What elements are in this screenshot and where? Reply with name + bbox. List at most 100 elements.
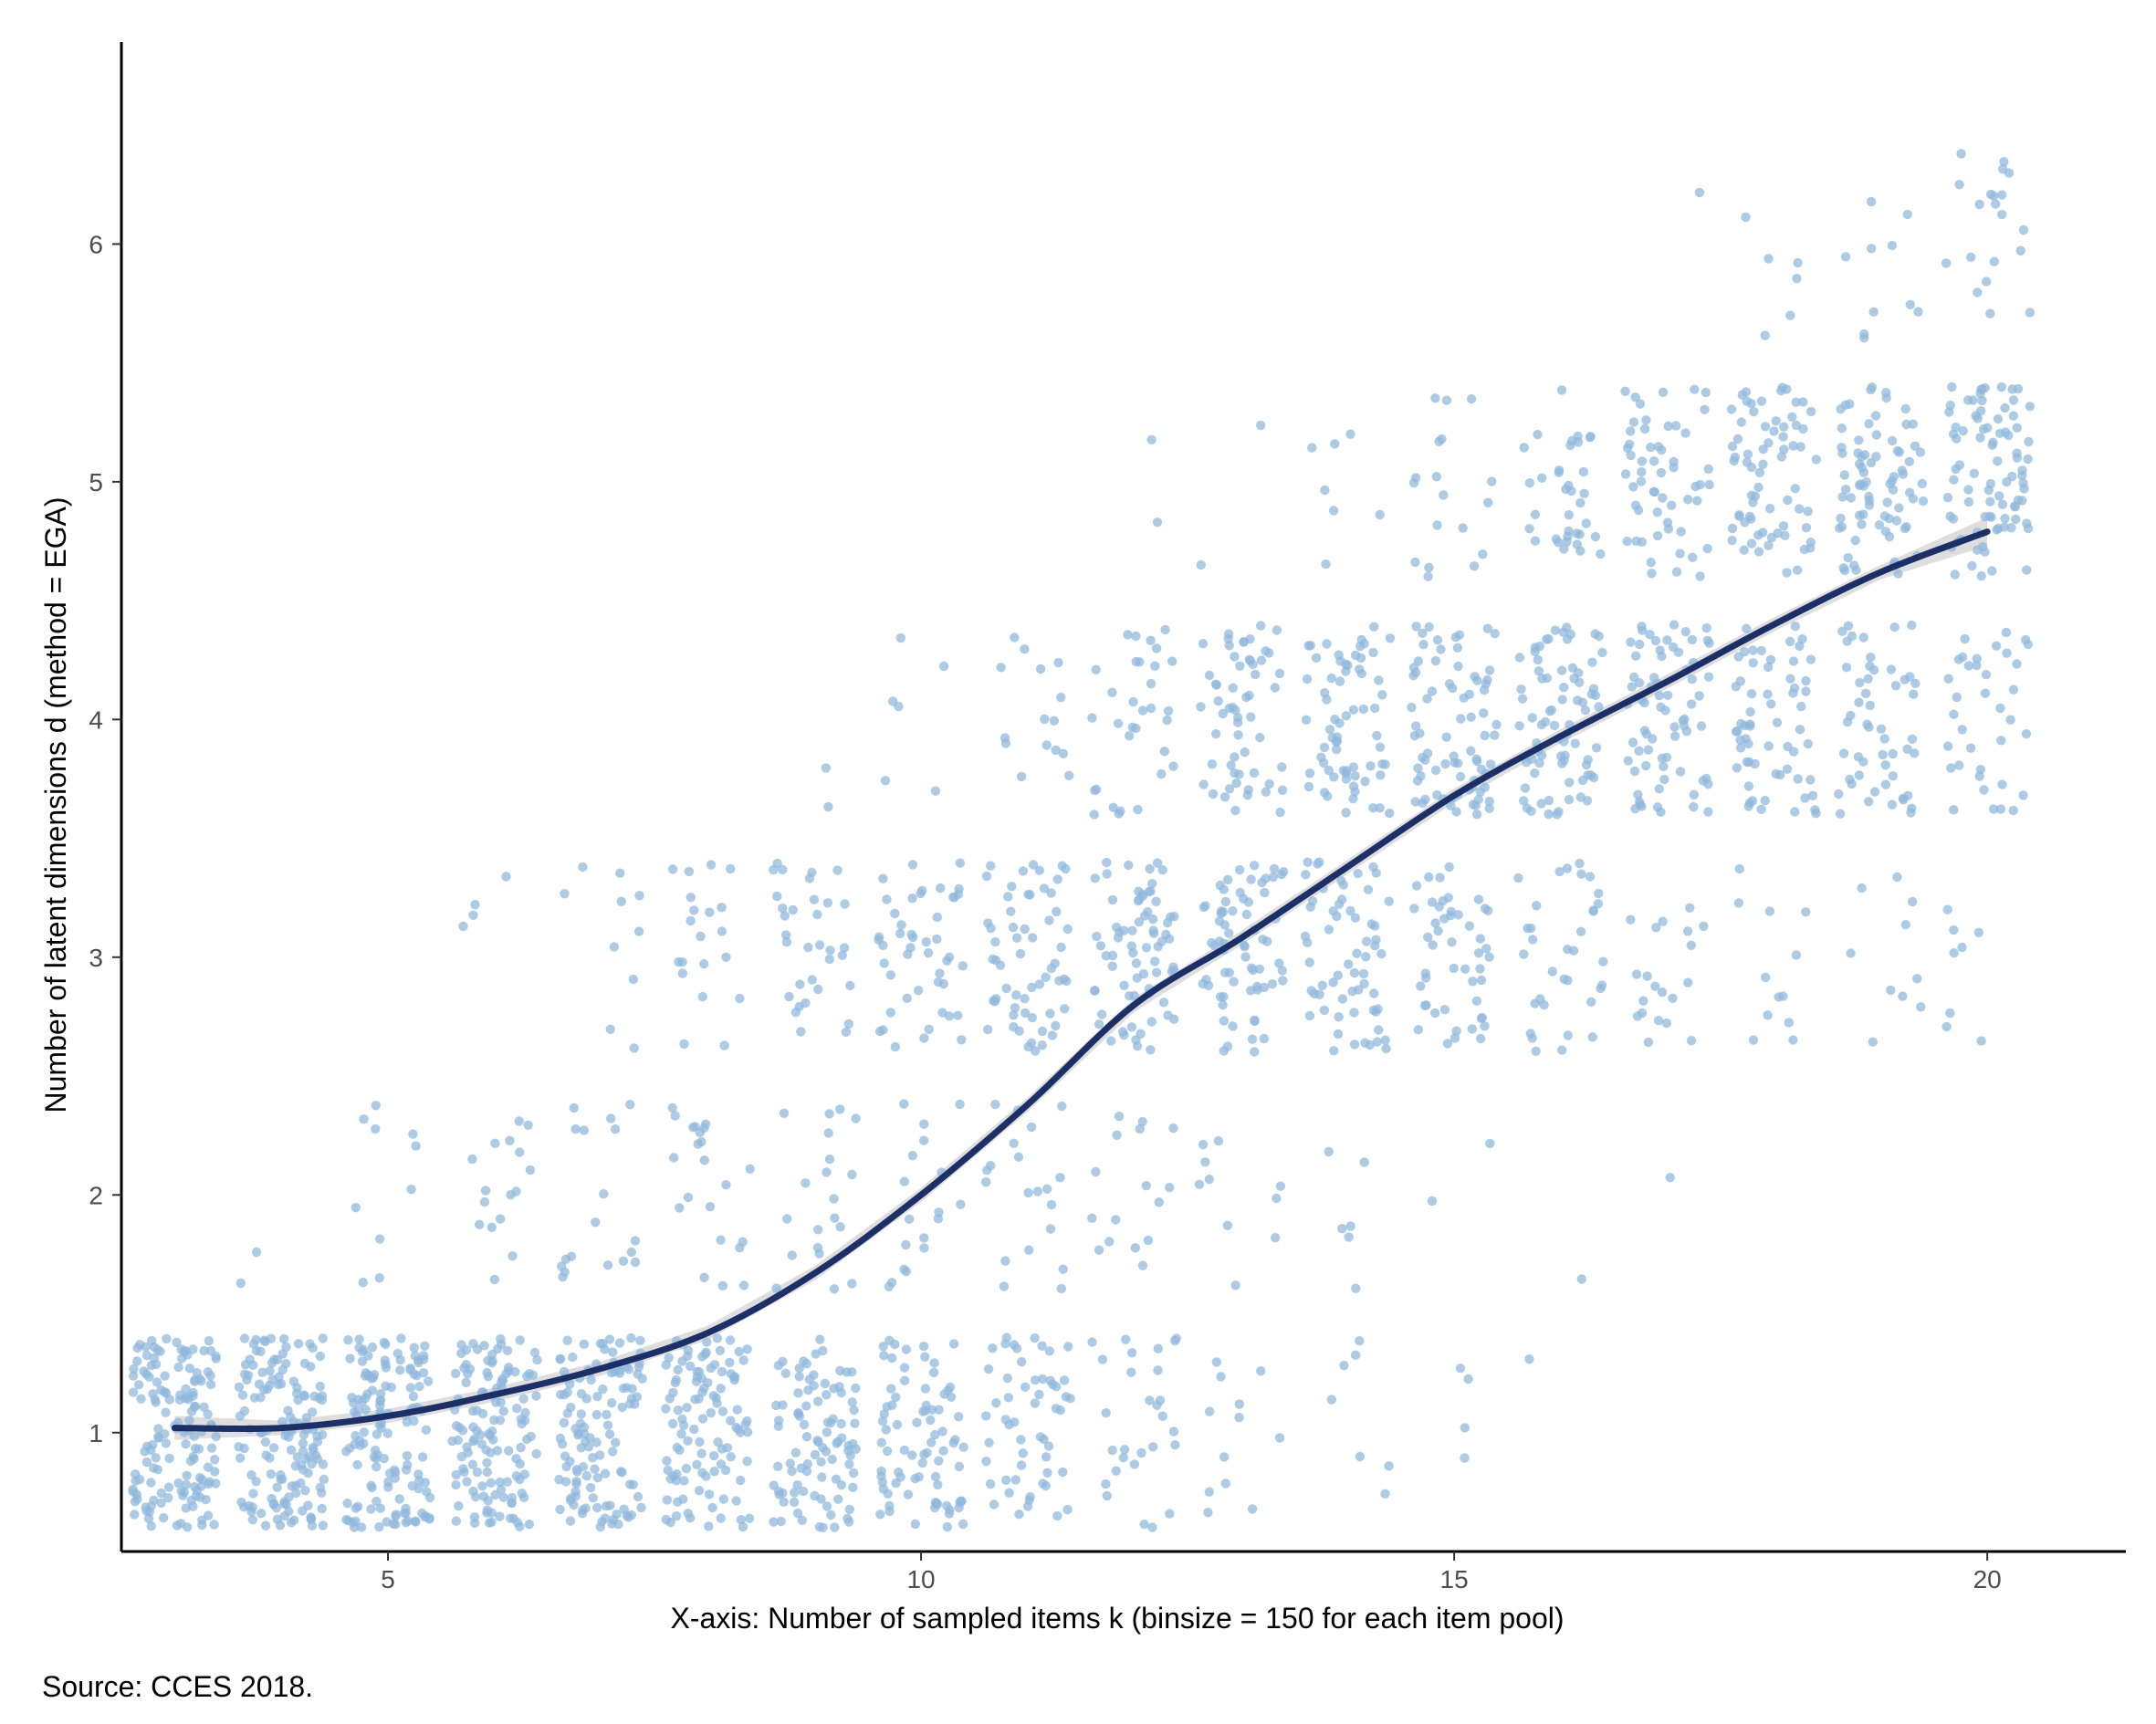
data-point [1204,1406,1215,1416]
data-point [420,1341,430,1352]
data-point [2000,402,2010,413]
data-point [1957,725,1967,735]
data-point [1637,466,1647,477]
data-point [1735,735,1745,746]
data-point [626,1247,636,1258]
data-point [617,1402,627,1413]
data-point [591,1217,601,1228]
data-point [465,1364,476,1374]
data-point [1117,1027,1128,1037]
data-point [1533,430,1543,440]
data-point [1578,466,1589,477]
data-point [1147,879,1157,889]
data-point [523,1120,533,1131]
data-point [210,1467,220,1477]
data-point [1016,771,1027,782]
data-point [1594,888,1604,899]
data-point [1247,1034,1258,1044]
data-point [1874,520,1885,530]
data-point [1630,500,1641,510]
data-point [990,1099,1000,1110]
data-point [1744,511,1755,521]
data-point [1735,676,1746,686]
data-point [1207,759,1218,769]
data-point [781,937,792,947]
data-point [1460,1423,1470,1433]
data-point [139,1366,149,1376]
data-point [2017,470,2027,481]
data-point [581,1470,591,1481]
data-point [1748,658,1758,668]
data-point [1240,952,1251,962]
data-point [1032,1186,1043,1196]
data-point [1344,1232,1354,1242]
data-point [1727,536,1737,546]
data-point [1699,921,1709,932]
data-point [1994,428,2005,438]
data-point [1041,972,1051,983]
data-point [1978,542,1988,552]
data-point [524,1520,534,1530]
data-point [1756,396,1767,406]
data-point [1625,439,1635,449]
data-point [421,1425,432,1436]
data-point [630,1399,640,1409]
data-point [1411,622,1421,632]
data-point [1639,697,1649,708]
data-point [562,1335,572,1345]
data-point [797,1515,807,1526]
data-point [1065,1394,1075,1404]
data-point [1650,981,1660,991]
data-point [1858,632,1868,643]
data-point [1641,415,1651,425]
data-point [1869,787,1880,797]
data-point [402,1417,412,1427]
data-point [1330,715,1340,725]
data-point [1763,689,1773,699]
data-point [1703,807,1713,817]
data-point [1418,640,1429,650]
data-point [623,1364,634,1374]
data-point [827,1454,837,1465]
data-point [1355,1336,1365,1346]
data-point [676,1429,686,1439]
data-point [1359,639,1369,649]
data-point [1445,910,1456,921]
data-point [1366,761,1376,771]
data-point [1062,924,1073,935]
data-point [880,776,891,786]
data-point [588,1453,598,1463]
data-point [511,1471,522,1481]
data-point [1700,404,1710,414]
data-point [1879,734,1889,744]
data-point [1090,873,1100,883]
data-point [1328,977,1338,987]
data-point [590,1464,600,1474]
data-point [1966,252,1976,262]
x-tick-label: 20 [1973,1565,2002,1593]
data-point [1020,924,1030,935]
data-point [1587,1032,1598,1042]
data-point [1626,914,1636,925]
data-point [1119,980,1129,991]
data-point [357,1396,367,1407]
data-point [1585,872,1596,882]
data-point [395,1365,405,1375]
data-point [315,1351,326,1362]
data-point [1847,631,1858,642]
y-tick-label: 2 [89,1181,103,1209]
data-point [1594,631,1604,642]
data-point [1517,694,1528,704]
data-point [1690,384,1700,394]
data-point [832,865,843,875]
data-point [1337,994,1348,1004]
data-point [557,1261,567,1271]
data-point [1902,744,1912,754]
x-tick-label: 15 [1440,1565,1469,1593]
data-point [343,1335,353,1345]
data-point [673,1497,683,1507]
data-point [1764,438,1774,448]
data-point [1304,1010,1315,1021]
data-point [1865,700,1875,711]
data-point [1594,702,1604,712]
